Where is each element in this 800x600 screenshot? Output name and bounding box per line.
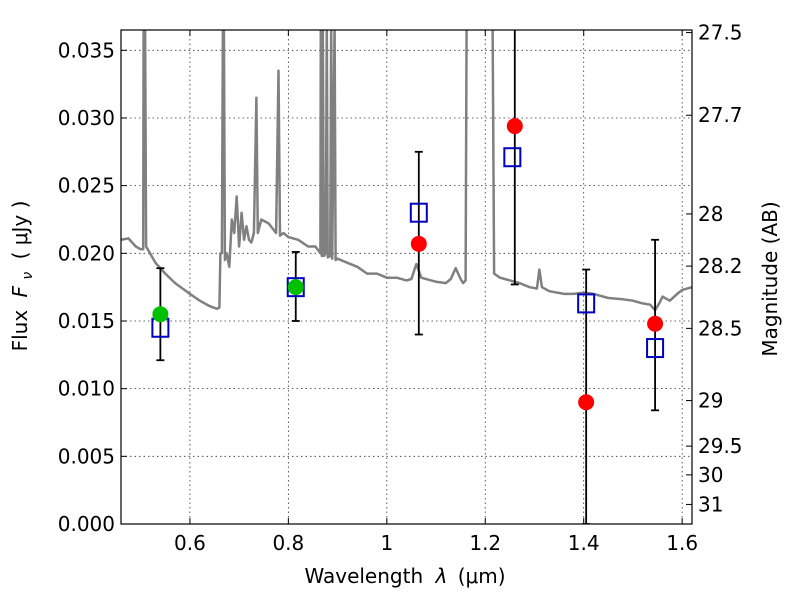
x-tick-label: 1.4 <box>568 531 600 555</box>
mag-tick-label: 27.5 <box>698 21 743 45</box>
mag-tick-label: 31 <box>698 492 723 516</box>
y-tick-label: 0.020 <box>58 241 115 265</box>
observed-point-green <box>152 306 169 323</box>
observed-point-red <box>647 315 664 332</box>
observed-point-red <box>506 118 523 135</box>
observed-point-red <box>410 235 427 252</box>
mag-tick-label: 27.7 <box>698 103 743 127</box>
y-tick-label: 0.010 <box>58 377 115 401</box>
mag-tick-label: 28 <box>698 202 723 226</box>
plot-area <box>121 30 692 524</box>
model-flux-square <box>646 338 665 359</box>
x-tick-label: 1.6 <box>666 531 698 555</box>
mag-tick-label: 30 <box>698 463 723 487</box>
mag-tick-label: 29 <box>698 389 723 413</box>
x-tick-label: 1 <box>380 531 393 555</box>
observed-point-green <box>287 279 304 296</box>
axes-frame <box>120 29 693 525</box>
x-axis-label: Wavelength λ (μm) <box>304 564 505 588</box>
y-tick-label: 0.015 <box>58 309 115 333</box>
observed-point-red <box>578 394 595 411</box>
grid-lines <box>121 30 692 525</box>
y-axis-label: Flux F ν ( μJy ) <box>8 201 37 352</box>
x-tick-label: 0.6 <box>174 531 206 555</box>
tick-labels: 0.6 0.8 1 1.2 1.4 1.6 0.000 0.005 0.010 0.015 0.02… <box>58 21 743 555</box>
x-tick-label: 1.2 <box>469 531 501 555</box>
model-flux-square <box>503 147 522 168</box>
model-flux-square <box>577 293 596 314</box>
mag-tick-label: 28.5 <box>698 316 743 340</box>
plot-frame <box>120 29 693 525</box>
mag-tick-label: 29.5 <box>698 434 743 458</box>
y-tick-label: 0.000 <box>58 512 115 536</box>
mag-tick-label: 28.2 <box>698 254 743 278</box>
y-tick-label: 0.030 <box>58 106 115 130</box>
template-spectrum-line <box>121 30 692 312</box>
y-tick-label: 0.025 <box>58 174 115 198</box>
x-tick-label: 0.8 <box>272 531 304 555</box>
y-tick-label: 0.005 <box>58 444 115 468</box>
y-tick-label: 0.035 <box>58 38 115 62</box>
model-flux-square <box>409 202 428 223</box>
y2-axis-label: Magnitude (AB) <box>758 201 782 356</box>
